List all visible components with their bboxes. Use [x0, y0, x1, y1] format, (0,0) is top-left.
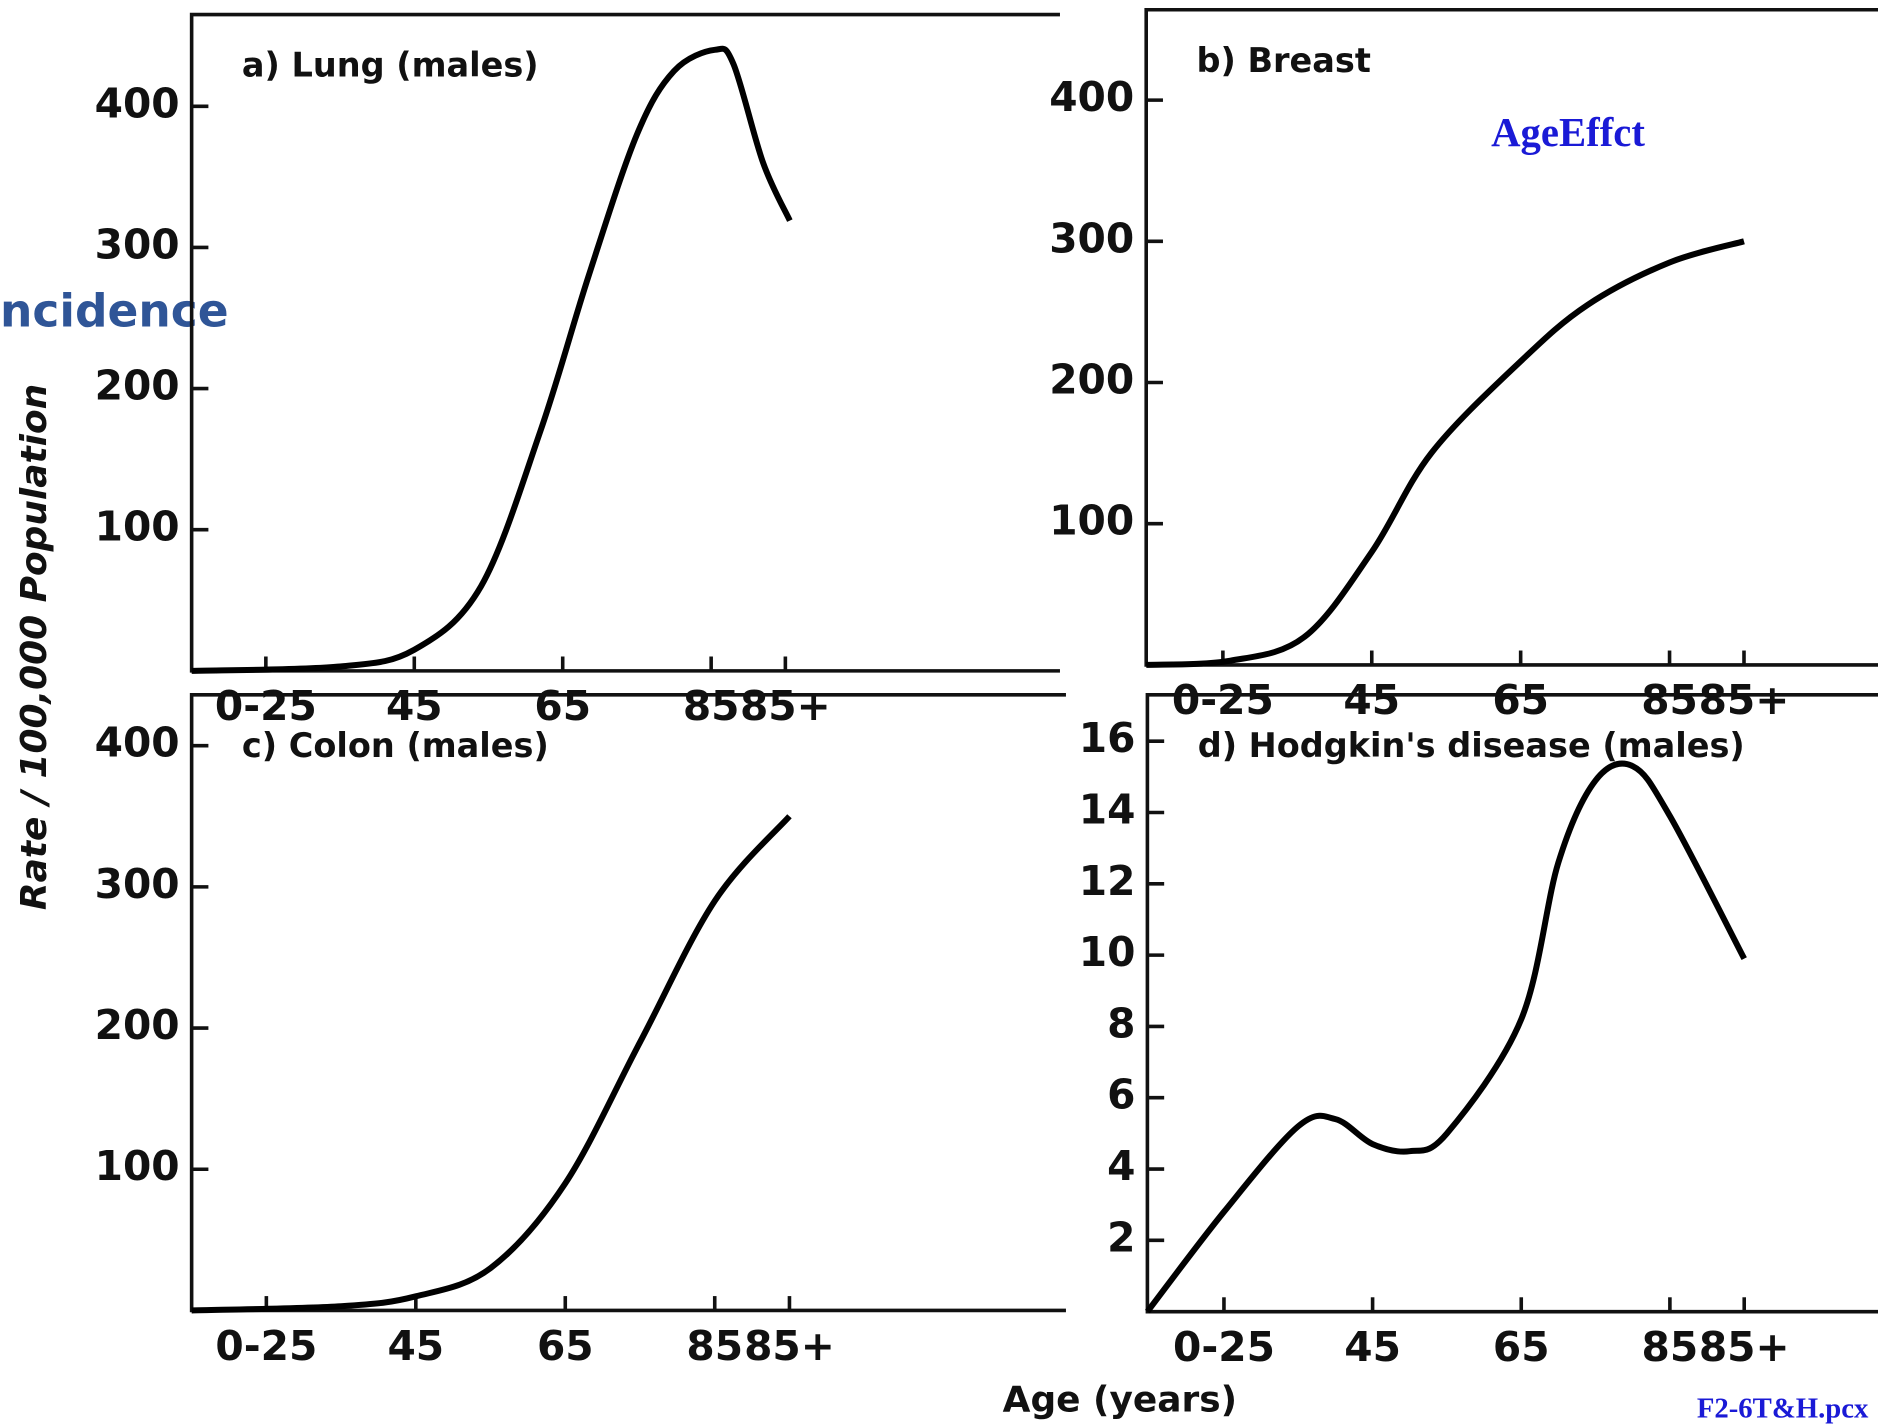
y-tick-label: 14: [1079, 785, 1136, 833]
overlay-text: AgeEffct: [1491, 110, 1645, 155]
y-tick-label: 8: [1107, 999, 1135, 1047]
overlay-text: ncidence: [0, 284, 229, 337]
y-tick-label: 400: [95, 719, 180, 767]
y-tick-label: 4: [1107, 1142, 1135, 1190]
x-tick-label: 45: [387, 1322, 444, 1370]
x-tick-label: 0-25: [1172, 676, 1274, 724]
x-tick-label: 85: [686, 1322, 743, 1370]
y-tick-label: 300: [95, 860, 180, 908]
x-tick-label: 85+: [1699, 1323, 1790, 1371]
x-tick-label: 65: [1493, 1323, 1550, 1371]
data-line: [191, 814, 792, 1314]
panel-title: a) Lung (males): [242, 46, 539, 85]
x-tick-label: 85: [1641, 676, 1698, 724]
y-tick-label: 200: [95, 1001, 180, 1049]
x-tick-label: 85: [1642, 1323, 1699, 1371]
y-tick-label: 100: [95, 503, 180, 551]
x-tick-label: 85+: [740, 682, 831, 730]
axis-frame: [1145, 693, 1878, 1314]
y-tick-label: 100: [1049, 497, 1134, 545]
y-tick-label: 200: [95, 362, 180, 410]
axis-frame: [1144, 7, 1878, 667]
x-tick-label: 65: [534, 682, 591, 730]
panel-title: b) Breast: [1197, 41, 1371, 80]
y-tick-label: 12: [1079, 857, 1136, 905]
y-tick-label: 400: [1049, 73, 1134, 121]
data-line: [1145, 760, 1747, 1314]
x-axis-label: Age (years): [1003, 1379, 1237, 1420]
file-label: F2-6T&H.pcx: [1697, 1393, 1869, 1425]
panel-title: c) Colon (males): [242, 726, 549, 765]
y-tick-label: 400: [95, 79, 180, 127]
x-tick-label: 65: [537, 1322, 594, 1370]
y-tick-label: 300: [95, 220, 180, 268]
x-tick-label: 85+: [1699, 676, 1790, 724]
panel-title: d) Hodgkin's disease (males): [1198, 726, 1745, 765]
x-tick-label: 0-25: [215, 1322, 317, 1370]
x-tick-label: 45: [1344, 1323, 1401, 1371]
axis-frame: [189, 693, 1066, 1313]
y-tick-label: 10: [1079, 928, 1136, 976]
y-tick-label: 300: [1049, 214, 1134, 262]
y-tick-label: 200: [1049, 356, 1134, 404]
y-tick-label: 16: [1079, 714, 1136, 762]
x-tick-label: 0-25: [215, 682, 317, 730]
axis-frame: [189, 12, 1060, 673]
y-tick-label: 2: [1107, 1213, 1135, 1261]
x-tick-label: 45: [386, 682, 443, 730]
x-tick-label: 65: [1492, 676, 1549, 724]
x-tick-label: 0-25: [1173, 1323, 1275, 1371]
y-axis-label: Rate / 100,000 Population: [14, 384, 55, 910]
data-line: [1146, 238, 1745, 668]
y-tick-label: 100: [95, 1142, 180, 1190]
data-line: [191, 45, 793, 674]
y-tick-label: 6: [1107, 1071, 1135, 1119]
x-tick-label: 85+: [744, 1322, 835, 1370]
x-tick-label: 45: [1343, 676, 1400, 724]
x-tick-label: 85: [683, 682, 740, 730]
